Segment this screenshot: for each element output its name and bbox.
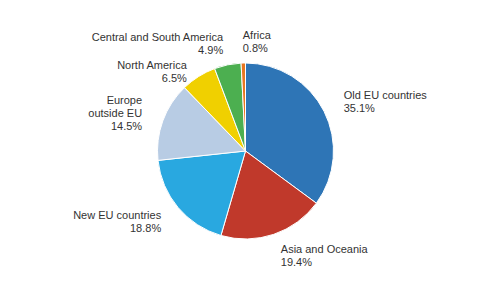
svg-text:North America6.5%: North America6.5% xyxy=(117,59,188,84)
svg-text:Africa0.8%: Africa0.8% xyxy=(243,29,272,54)
svg-text:Central and South America4.9%: Central and South America4.9% xyxy=(92,31,224,56)
svg-text:New EU countries18.8%: New EU countries18.8% xyxy=(73,209,162,234)
svg-text:Asia and Oceania19.4%: Asia and Oceania19.4% xyxy=(281,243,369,268)
svg-text:Old EU countries35.1%: Old EU countries35.1% xyxy=(344,89,428,114)
svg-text:Europeoutside EU14.5%: Europeoutside EU14.5% xyxy=(88,94,142,132)
